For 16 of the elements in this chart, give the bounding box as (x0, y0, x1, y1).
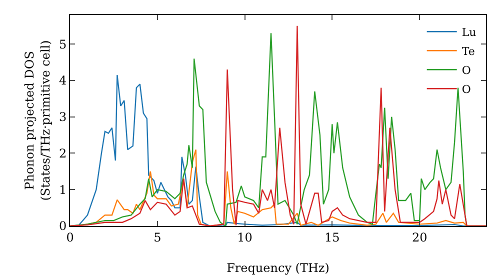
x-tick-label: 20 (412, 230, 428, 244)
legend-label: O (462, 64, 471, 77)
legend-label: Te (462, 44, 475, 58)
y-tick-label: 5 (58, 37, 67, 52)
y-tick-label: 0 (58, 219, 67, 234)
y-tick-label: 1 (58, 182, 67, 197)
legend-label: O (462, 82, 471, 96)
y-tick-label: 4 (58, 74, 67, 88)
x-axis-title: Frequency (THz) (226, 261, 330, 275)
x-tick-label: 10 (237, 230, 252, 244)
y-tick-label: 2 (58, 146, 67, 160)
y-axis-title: Phonon projected DOS (States/THz·primitive cell) (22, 40, 52, 201)
legend-label: Lu (462, 26, 476, 39)
y-tick-label: 3 (58, 110, 67, 124)
x-tick-label: 5 (154, 230, 162, 244)
x-tick-label: 15 (324, 230, 340, 244)
